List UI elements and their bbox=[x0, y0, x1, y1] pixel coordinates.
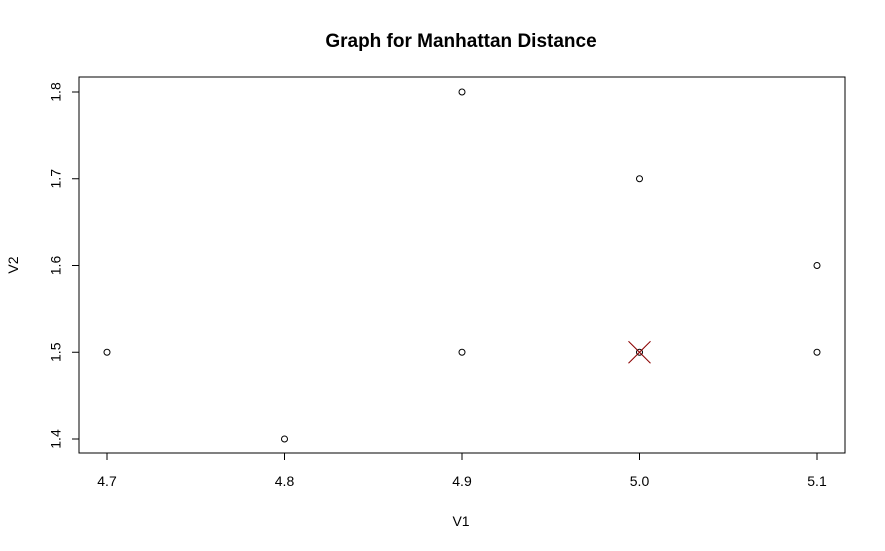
y-tick-label: 1.8 bbox=[48, 82, 64, 102]
x-tick-label: 4.9 bbox=[452, 473, 472, 489]
highlight-marker bbox=[628, 340, 651, 364]
x-tick-label: 5.0 bbox=[630, 473, 650, 489]
data-point bbox=[281, 435, 288, 443]
x-axis-label: V1 bbox=[452, 513, 469, 529]
x-axis: 4.7 4.8 4.9 5.0 5.1 bbox=[97, 452, 827, 489]
y-tick-label: 1.5 bbox=[48, 342, 64, 362]
data-point bbox=[458, 348, 466, 356]
chart-title: Graph for Manhattan Distance bbox=[325, 31, 596, 52]
y-tick-label: 1.7 bbox=[48, 169, 64, 189]
marker-cross-stroke bbox=[628, 340, 651, 364]
y-axis-label: V2 bbox=[5, 256, 21, 273]
data-point bbox=[813, 262, 821, 269]
data-points bbox=[103, 88, 821, 443]
x-tick-label: 4.7 bbox=[97, 473, 117, 489]
x-tick-label: 5.1 bbox=[807, 473, 827, 489]
y-tick-label: 1.6 bbox=[48, 256, 64, 276]
y-axis: 1.4 1.5 1.6 1.7 1.8 bbox=[48, 82, 80, 449]
data-point bbox=[458, 88, 466, 96]
data-point bbox=[636, 348, 643, 356]
data-point bbox=[813, 348, 821, 356]
data-point bbox=[103, 348, 111, 356]
plot-frame bbox=[78, 76, 846, 454]
y-tick-label: 1.4 bbox=[48, 429, 64, 449]
data-point bbox=[636, 175, 643, 183]
x-tick-label: 4.8 bbox=[275, 473, 295, 489]
